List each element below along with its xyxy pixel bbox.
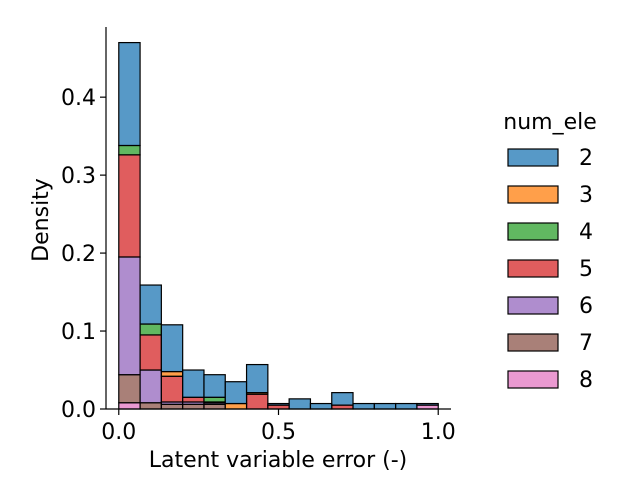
bar-2-bin-2	[160, 324, 184, 373]
y-axis-label: Density	[29, 178, 54, 262]
x-tick-label: 1.0	[421, 420, 456, 445]
y-tick-label: 0.4	[61, 86, 96, 111]
bar-7-bin-1	[139, 402, 162, 410]
y-tick-label: 0.1	[61, 320, 96, 345]
legend-swatch-2	[507, 148, 559, 167]
bar-2-bin-8	[288, 398, 312, 410]
bar-5-bin-0	[118, 154, 141, 258]
legend: num_ele 2 3 4 5 6 7 8	[503, 110, 597, 393]
bar-2-bin-5	[224, 381, 248, 405]
bar-3-bin-5	[224, 402, 248, 410]
legend-label-7: 7	[579, 331, 593, 356]
bar-2-bin-12	[373, 402, 397, 410]
x-tick-label: 0.5	[261, 420, 296, 445]
legend-label-5: 5	[579, 257, 593, 282]
legend-swatch-5	[507, 259, 559, 278]
bar-2-bin-1	[139, 284, 162, 325]
bar-2-bin-9	[309, 402, 333, 410]
bar-8-bin-0	[118, 402, 141, 410]
y-tick-label: 0.0	[61, 398, 96, 423]
bar-2-bin-14	[416, 402, 439, 406]
x-tick-label: 0.0	[101, 420, 136, 445]
bar-2-bin-4	[203, 374, 226, 398]
bar-5-bin-3	[182, 396, 205, 403]
bar-2-bin-10	[331, 392, 354, 406]
bar-2-bin-0	[118, 41, 141, 147]
bar-5-bin-6	[245, 393, 269, 410]
bar-5-bin-2	[160, 375, 184, 403]
bar-2-bin-6	[245, 363, 269, 394]
legend-label-3: 3	[579, 183, 593, 208]
x-axis-label: Latent variable error (-)	[149, 448, 408, 473]
bar-6-bin-1	[139, 369, 162, 404]
legend-swatch-3	[507, 185, 559, 204]
legend-title: num_ele	[503, 110, 597, 135]
bar-4-bin-4	[203, 396, 226, 403]
bar-3-bin-2	[160, 370, 184, 377]
bar-2-bin-11	[352, 402, 375, 410]
legend-swatch-4	[507, 222, 559, 241]
legend-label-8: 8	[579, 368, 593, 393]
bar-7-bin-0	[118, 374, 141, 404]
legend-swatch-8	[507, 370, 559, 389]
bar-4-bin-1	[139, 323, 162, 336]
legend-label-6: 6	[579, 294, 593, 319]
y-tick-label: 0.3	[61, 164, 96, 189]
legend-swatch-6	[507, 296, 559, 315]
bar-4-bin-0	[118, 144, 141, 156]
bar-2-bin-3	[182, 369, 205, 398]
bar-7-bin-3	[182, 403, 205, 410]
bar-6-bin-0	[118, 256, 141, 376]
bar-2-bin-7	[267, 402, 290, 406]
y-tick-label: 0.2	[61, 242, 96, 267]
legend-swatch-7	[507, 333, 559, 352]
legend-label-4: 4	[579, 220, 593, 245]
bar-7-bin-4	[203, 403, 226, 410]
legend-label-2: 2	[579, 146, 593, 171]
bar-5-bin-1	[139, 334, 162, 371]
bar-7-bin-2	[160, 403, 184, 410]
bar-2-bin-13	[395, 402, 418, 410]
